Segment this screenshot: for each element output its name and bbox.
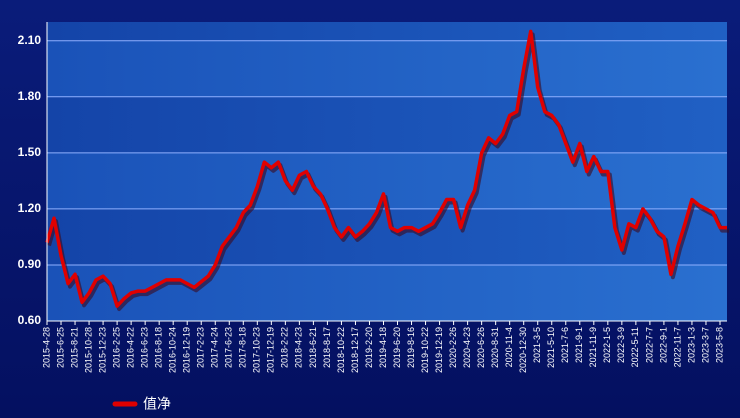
x-tick-label: 2017-2-23	[196, 327, 206, 368]
x-tick-label: 2015-10-28	[83, 327, 93, 373]
plot-band	[47, 96, 727, 153]
x-tick-label: 2021-7-6	[560, 327, 570, 363]
x-tick-label: 2023-3-7	[700, 327, 710, 363]
x-tick-label: 2019-4-18	[378, 327, 388, 368]
y-tick-label: 1.80	[18, 89, 42, 103]
x-tick-label: 2022-5-11	[630, 327, 640, 367]
x-tick-label: 2017-6-23	[224, 327, 234, 368]
x-tick-label: 2016-12-19	[182, 327, 192, 373]
y-tick-label: 1.20	[18, 201, 42, 215]
plot-band	[47, 40, 727, 97]
plot-band	[47, 264, 727, 321]
x-tick-label: 2018-8-17	[322, 327, 332, 368]
x-tick-label: 2023-5-8	[714, 327, 724, 363]
x-tick-label: 2020-4-23	[462, 327, 472, 368]
x-tick-label: 2016-2-25	[111, 327, 121, 368]
x-tick-label: 2017-4-24	[210, 327, 220, 368]
x-tick-label: 2015-8-21	[69, 327, 79, 368]
data-line	[45, 29, 727, 308]
y-tick-label: 0.60	[18, 313, 42, 327]
x-tick-label: 2016-6-23	[140, 327, 150, 368]
x-tick-label: 2022-9-1	[658, 327, 668, 363]
y-tick-label: 1.50	[18, 145, 42, 159]
x-tick-label: 2016-4-22	[125, 327, 135, 368]
legend-label: 值净	[143, 396, 171, 412]
x-tick-label: 2020-6-26	[476, 327, 486, 368]
x-tick-label: 2018-2-22	[280, 327, 290, 368]
x-tick-label: 2017-10-23	[252, 327, 262, 373]
x-tick-label: 2021-11-9	[588, 327, 598, 367]
x-tick-label: 2023-1-3	[686, 327, 696, 363]
x-tick-label: 2015-12-23	[97, 327, 107, 373]
x-tick-label: 2015-6-25	[55, 327, 65, 368]
x-tick-label: 2020-2-26	[448, 327, 458, 368]
x-tick-label: 2016-10-24	[168, 327, 178, 373]
x-tick-label: 2021-9-1	[574, 327, 584, 363]
x-tick-label: 2020-11-4	[504, 327, 514, 367]
x-tick-label: 2018-6-21	[308, 327, 318, 368]
x-tick-label: 2020-8-31	[490, 327, 500, 368]
x-tick-label: 2018-4-23	[294, 327, 304, 368]
x-tick-label: 2022-3-9	[616, 327, 626, 363]
x-tick-label: 2019-8-16	[406, 327, 416, 368]
x-tick-label: 2019-10-22	[420, 327, 430, 373]
y-tick-label: 0.90	[18, 257, 42, 271]
plot-area	[45, 22, 729, 322]
plot-band	[47, 22, 727, 41]
x-tick-label: 2019-2-20	[364, 327, 374, 368]
x-tick-label: 2017-12-19	[266, 327, 276, 373]
x-tick-label: 2021-5-10	[546, 327, 556, 368]
x-tick-label: 2015-4-28	[41, 327, 51, 368]
x-tick-label: 2018-10-22	[336, 327, 346, 373]
y-tick-label: 2.10	[18, 33, 42, 47]
x-tick-label: 2017-8-18	[238, 327, 248, 368]
x-tick-label: 2018-12-17	[350, 327, 360, 373]
x-tick-label: 2022-11-7	[672, 327, 682, 367]
x-tick-label: 2020-12-30	[518, 327, 528, 373]
x-tick-label: 2022-1-5	[602, 327, 612, 363]
x-tick-label: 2022-7-7	[644, 327, 654, 363]
x-tick-label: 2021-3-5	[532, 327, 542, 363]
x-tick-label: 2019-6-20	[392, 327, 402, 368]
x-tick-label: 2016-8-18	[154, 327, 164, 368]
x-tick-label: 2019-12-19	[434, 327, 444, 373]
